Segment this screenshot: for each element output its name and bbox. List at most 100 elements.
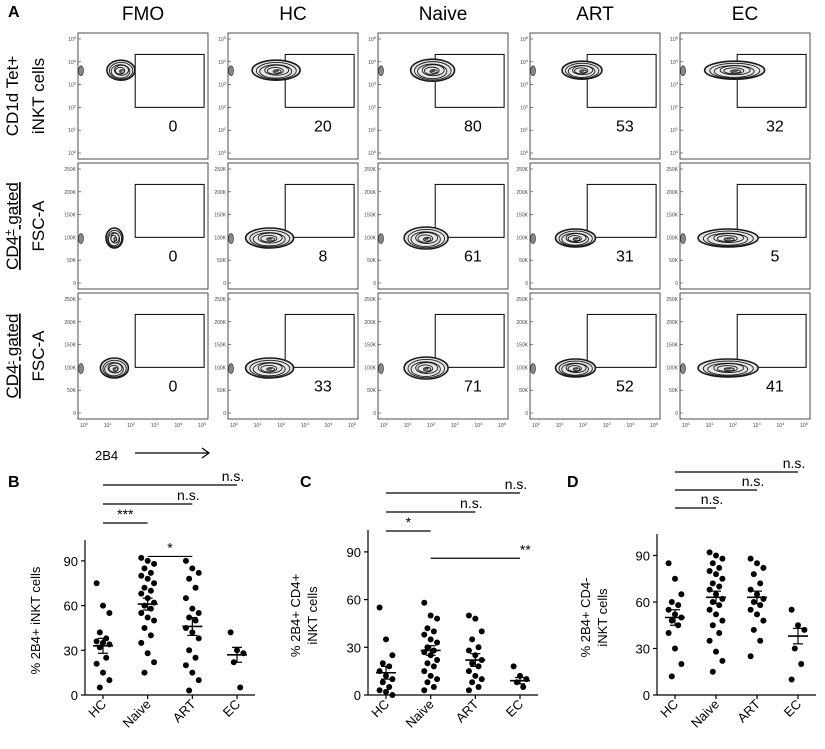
data-point — [434, 615, 441, 622]
data-point — [147, 605, 154, 612]
data-point — [430, 663, 437, 670]
y-tick: 150K — [214, 343, 226, 349]
y-tick: 104 — [520, 58, 529, 66]
data-point — [141, 584, 148, 591]
y-tick-label: 90 — [347, 545, 361, 560]
y-tick: 105 — [68, 35, 77, 43]
plot-fmo-row-1: 0 50K 100K 150K 200K 250K 0 — [64, 162, 209, 290]
y-tick: 200K — [364, 320, 376, 326]
data-point — [665, 606, 672, 613]
data-point — [760, 617, 767, 624]
significance-label: n.s. — [742, 473, 765, 489]
y-tick: 200K — [214, 190, 226, 196]
x-tick: 102 — [277, 421, 286, 429]
data-point — [706, 637, 713, 644]
gate-percent: 20 — [314, 118, 332, 135]
plot-naive-row-0: 100 101 102 103 104 105 80 — [368, 32, 509, 160]
contour-plot — [106, 59, 136, 81]
x-tick: 103 — [603, 421, 612, 429]
contour-plot — [561, 60, 603, 80]
x-tick: 103 — [753, 421, 762, 429]
data-point — [706, 568, 713, 574]
data-point — [791, 645, 798, 652]
data-point — [138, 639, 145, 646]
data-point — [379, 679, 386, 686]
data-point — [147, 632, 154, 639]
gate-box — [134, 183, 205, 238]
y-axis-label-line1: % 2B4+ CD4+ — [288, 574, 303, 657]
gate-percent: 71 — [464, 378, 482, 395]
y-tick: 50K — [669, 258, 679, 264]
y-axis-label-line2: iNKT cells — [595, 588, 610, 647]
data-point — [386, 684, 393, 691]
data-point — [93, 660, 100, 667]
plot-naive-row-1: 0 50K 100K 150K 200K 250K 61 — [364, 162, 509, 290]
x-tick: 105 — [800, 421, 809, 429]
data-point — [719, 555, 726, 562]
y-tick: 100K — [516, 365, 528, 371]
data-point — [389, 692, 396, 698]
contour-plot — [409, 58, 456, 82]
data-point — [798, 661, 805, 667]
panel-c-letter: C — [300, 474, 312, 491]
gate-percent: 53 — [616, 118, 634, 135]
row-label-line1-0: CD1d Tet+ — [3, 56, 22, 137]
data-point — [465, 612, 472, 619]
y-tick: 200K — [666, 320, 678, 326]
data-point — [716, 564, 723, 571]
y-tick: 102 — [670, 103, 679, 111]
y-tick: 105 — [520, 35, 529, 43]
data-point — [186, 687, 193, 694]
y-tick: 50K — [519, 388, 529, 394]
data-point — [475, 684, 482, 691]
y-tick: 105 — [670, 35, 679, 43]
y-tick: 150K — [666, 213, 678, 219]
data-point — [182, 662, 189, 669]
y-tick: 103 — [520, 81, 529, 89]
data-point — [144, 575, 151, 582]
y-tick: 0 — [223, 411, 226, 417]
data-point — [189, 669, 196, 676]
data-point — [709, 580, 716, 587]
y-tick: 101 — [520, 126, 529, 134]
y-tick: 200K — [516, 190, 528, 196]
y-tick: 250K — [516, 167, 528, 173]
data-point — [665, 560, 672, 567]
gate-percent: 32 — [766, 118, 784, 135]
y-tick: 200K — [516, 320, 528, 326]
data-point — [192, 617, 199, 624]
contour-plot — [99, 357, 130, 379]
y-tick: 0 — [73, 411, 76, 417]
data-point — [719, 657, 726, 664]
y-tick: 50K — [367, 258, 377, 264]
column-title-fmo: FMO — [122, 4, 164, 25]
y-tick: 0 — [675, 411, 678, 417]
y-tick: 50K — [367, 388, 377, 394]
y-tick: 0 — [73, 281, 76, 287]
data-point — [706, 549, 713, 556]
data-point — [675, 602, 682, 609]
gate-percent: 61 — [464, 248, 482, 265]
y-tick: 103 — [368, 81, 377, 89]
data-point — [106, 677, 113, 684]
data-point — [421, 668, 428, 675]
data-point — [195, 677, 202, 684]
data-point — [195, 635, 202, 642]
y-tick: 250K — [666, 167, 678, 173]
data-point — [709, 560, 716, 567]
category-label-art: ART — [734, 696, 763, 725]
plot-naive-row-2: 0 50K 100K 150K 200K 250K 71 — [364, 292, 509, 420]
x-axis-label-2b4: 2B4 — [95, 448, 118, 463]
y-tick: 101 — [218, 126, 227, 134]
y-axis-label-line1: % 2B4+ CD4- — [578, 578, 593, 658]
gate-box — [284, 183, 355, 238]
y-tick: 103 — [218, 81, 227, 89]
y-tick: 100K — [64, 235, 76, 241]
y-tick: 50K — [519, 258, 529, 264]
data-point — [469, 660, 476, 667]
gate-box — [134, 53, 205, 108]
data-point — [678, 661, 685, 667]
y-tick-label: 0 — [643, 688, 650, 703]
data-point — [757, 580, 764, 587]
gate-box — [284, 313, 355, 368]
